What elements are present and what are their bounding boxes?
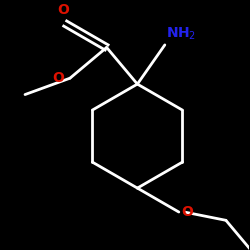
Text: O: O: [57, 3, 69, 17]
Text: NH$_2$: NH$_2$: [166, 26, 196, 42]
Text: O: O: [52, 71, 64, 85]
Text: O: O: [181, 205, 193, 219]
